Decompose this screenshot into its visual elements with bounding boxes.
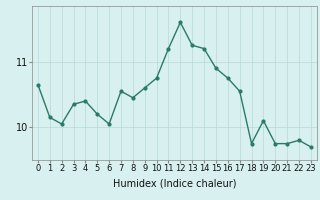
X-axis label: Humidex (Indice chaleur): Humidex (Indice chaleur) — [113, 179, 236, 189]
